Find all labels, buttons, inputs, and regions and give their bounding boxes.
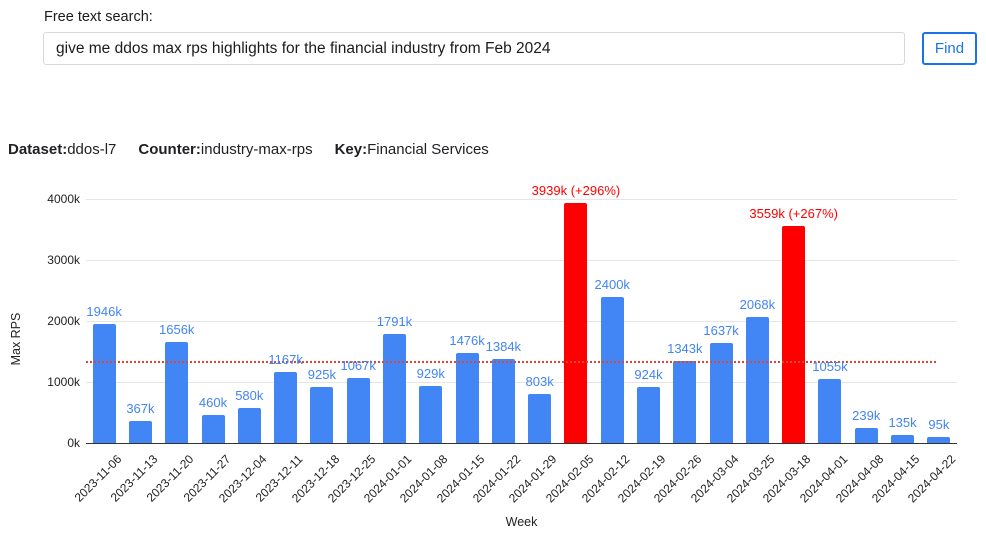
counter-value: industry-max-rps [200,141,313,158]
x-axis-tick-label: 2023-11-27 [180,452,233,505]
y-axis-tick-label: 2000k [47,314,80,328]
bar[interactable] [491,358,515,443]
dataset-meta: Dataset:ddos-l7 [8,141,116,158]
bar[interactable] [818,378,842,443]
gridline [86,199,957,200]
result-meta: Dataset:ddos-l7 Counter:industry-max-rps K… [8,141,511,158]
counter-meta: Counter:industry-max-rps [138,141,312,158]
y-axis-title: Max RPS [9,312,23,366]
bar[interactable] [201,414,225,443]
x-axis-tick-label: 2024-04-15 [869,452,923,506]
x-axis-title: Week [505,515,538,529]
x-axis-tick-label: 2023-12-18 [288,452,342,506]
key-meta: Key:Financial Services [335,141,489,158]
y-axis-tick-label: 1000k [47,375,80,389]
x-axis-tick-label: 2024-01-22 [469,452,524,506]
bar-value-label: 95k [928,417,950,433]
x-axis-tick-label: 2024-02-12 [578,452,633,506]
bar[interactable] [528,394,552,443]
bar-value-label: 1476k [449,332,485,348]
bar-annotation: 3559k (+267%) [749,205,838,221]
x-axis-tick-label: 2023-12-11 [252,452,306,505]
x-axis-line [86,443,957,444]
x-axis-tick-label: 2024-02-05 [542,452,596,506]
bar[interactable] [92,324,116,443]
x-axis-tick-label: 2024-03-25 [723,452,778,506]
x-axis-tick-label: 2023-11-06 [71,452,125,505]
x-axis-tick-label: 2024-02-26 [651,452,705,506]
x-axis-tick-label: 2024-04-01 [796,452,850,506]
x-axis-tick-label: 2024-01-15 [433,452,487,506]
x-axis-tick-label: 2023-11-20 [143,452,197,505]
counter-label: Counter: [138,141,201,158]
bar-highlighted[interactable] [564,202,588,443]
bar[interactable] [274,371,298,443]
key-label: Key: [334,141,368,158]
bar[interactable] [637,386,661,443]
key-value: Financial Services [367,141,489,158]
bar[interactable] [745,316,769,443]
bar[interactable] [927,437,951,443]
bar[interactable] [128,420,152,443]
x-axis-tick-label: 2024-01-01 [361,452,415,506]
dataset-value: ddos-l7 [67,141,117,158]
x-axis-tick-label: 2024-01-29 [506,452,560,506]
dataset-label: Dataset: [8,141,68,158]
free-text-search-label: Free text search: [44,9,153,25]
y-axis-tick-label: 4000k [47,192,80,206]
y-axis-tick-label: 3000k [47,253,80,267]
search-input[interactable] [43,32,905,65]
bar[interactable] [310,386,334,443]
x-axis-tick-label: 2023-12-25 [324,452,379,506]
bar[interactable] [165,341,189,443]
find-button[interactable]: Find [922,32,977,65]
bar-value-label: 1384k [485,338,522,354]
x-axis-tick-label: 2024-01-08 [397,452,451,506]
x-axis-tick-label: 2024-03-04 [687,452,742,506]
x-axis-tick-label: 2024-04-08 [832,452,887,506]
bar-annotation: 3939k (+296%) [531,182,621,198]
gridline [86,321,957,322]
bar[interactable] [346,377,370,443]
x-axis-tick-label: 2023-11-13 [107,452,161,505]
x-axis-tick-label: 2024-04-22 [905,452,959,506]
bar[interactable] [673,361,697,443]
bar[interactable] [419,386,443,443]
bar-value-label: 1791k [376,313,413,329]
bar-highlighted[interactable] [782,225,806,443]
gridline [86,260,957,261]
bar-value-label: 1946k [86,304,122,320]
y-axis-tick-label: 0k [67,436,80,450]
bar-value-label: 1656k [159,321,195,337]
bar[interactable] [854,428,878,443]
x-axis-tick-label: 2023-12-04 [215,452,270,506]
x-axis-tick-label: 2024-03-18 [760,452,814,506]
bar[interactable] [709,343,733,443]
bar[interactable] [237,407,261,443]
x-axis-tick-label: 2024-02-19 [615,452,669,506]
bar-value-label: 1167k [268,351,303,367]
bar[interactable] [600,296,624,443]
bar[interactable] [455,352,479,443]
bar[interactable] [382,333,406,443]
bar[interactable] [891,434,915,443]
